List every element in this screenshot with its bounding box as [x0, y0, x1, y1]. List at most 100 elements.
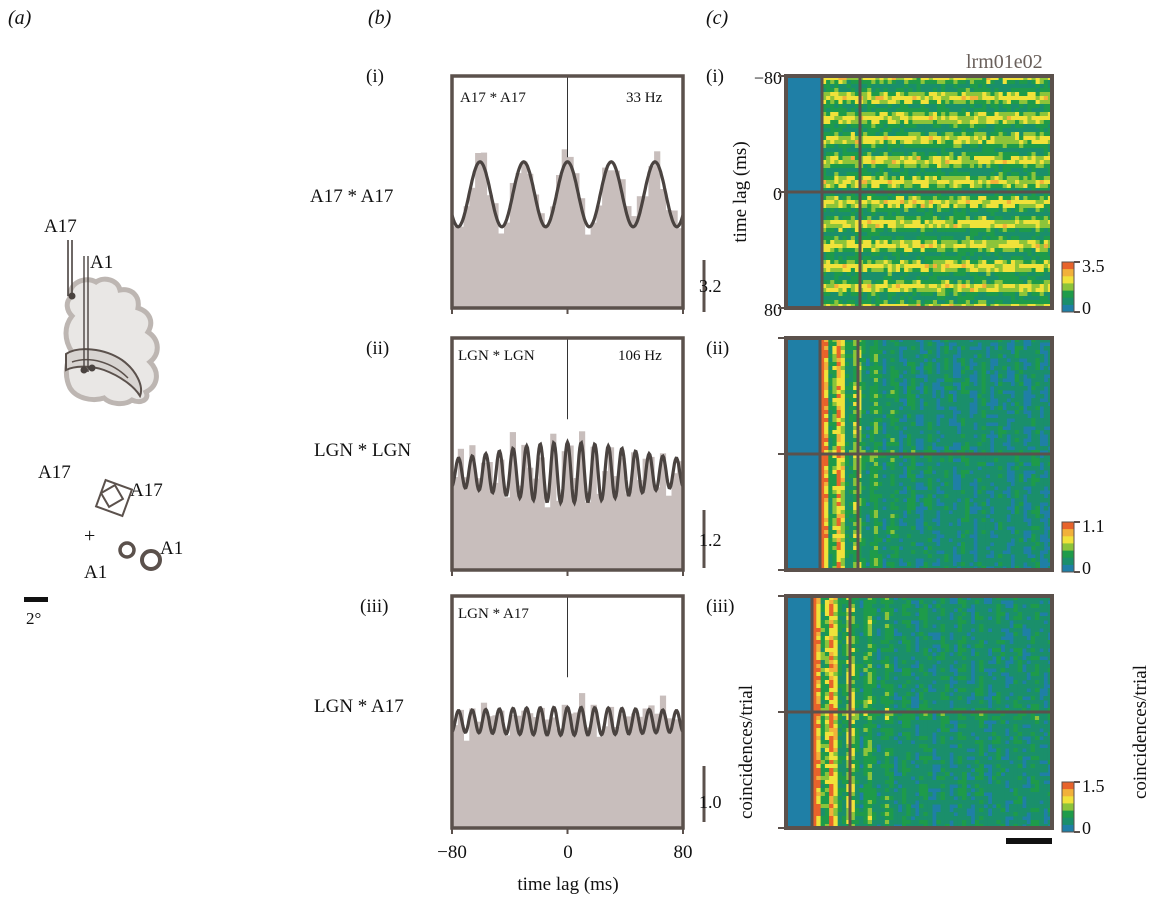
heatmap-cell	[931, 370, 937, 375]
heatmap-cell	[1031, 172, 1037, 177]
heatmap-cell	[1035, 462, 1040, 467]
heatmap-cell	[867, 280, 872, 285]
heatmap-cell	[920, 288, 926, 293]
heatmap-cell	[931, 466, 937, 471]
heatmap-cell	[965, 430, 970, 435]
heatmap-cell	[846, 124, 852, 129]
heatmap-cell	[1031, 176, 1037, 181]
heatmap-cell	[1010, 300, 1016, 305]
heatmap-cell	[844, 390, 850, 395]
heatmap-cell	[1043, 96, 1049, 101]
heatmap-cell	[850, 124, 856, 129]
histogram-bar	[602, 167, 609, 308]
histogram-bar	[625, 206, 632, 308]
heatmap-cell	[879, 256, 885, 261]
heatmap-cell	[854, 172, 860, 177]
heatmap-cell	[838, 288, 843, 293]
heatmap-cell	[890, 434, 895, 439]
heatmap-cell	[994, 354, 999, 359]
heatmap-cell	[871, 80, 876, 85]
heatmap-cell	[912, 108, 917, 113]
heatmap-cell	[834, 256, 839, 261]
heatmap-cell	[887, 188, 893, 193]
heatmap-cell	[842, 200, 848, 205]
heatmap-cell	[961, 168, 967, 173]
heatmap-cell	[920, 148, 926, 153]
heatmap-cell	[822, 204, 827, 209]
histogram-bar	[556, 728, 563, 828]
heatmap-cell	[838, 164, 843, 169]
heatmap-cell	[834, 100, 839, 105]
heatmap-cell	[842, 80, 848, 85]
heatmap-cell	[902, 338, 908, 343]
heatmap-cell	[1006, 132, 1012, 137]
heatmap-cell	[878, 442, 883, 447]
heatmap-cell	[840, 386, 846, 391]
heatmap-cell	[978, 208, 983, 213]
heatmap-cell	[900, 148, 905, 153]
heatmap-cell	[891, 220, 897, 225]
heatmap-cell	[957, 160, 963, 165]
heatmap-cell	[863, 284, 868, 289]
heatmap-cell	[853, 450, 858, 455]
heatmap-cell	[894, 462, 900, 467]
heatmap-cell	[863, 260, 868, 265]
heatmap-cell	[826, 176, 831, 181]
pair-label-ii: LGN * LGN	[314, 440, 411, 461]
heatmap-cell	[1023, 132, 1028, 137]
heatmap-cell	[1031, 276, 1037, 281]
heatmap-cell	[900, 292, 905, 297]
heatmap-cell	[887, 288, 893, 293]
heatmap-cell	[932, 116, 938, 121]
heatmap-cell	[927, 462, 933, 467]
heatmap-cell	[916, 184, 922, 189]
heatmap-cell	[937, 244, 942, 249]
heatmap-cell	[937, 180, 942, 185]
heatmap-cell	[927, 454, 933, 459]
heatmap-cell	[867, 252, 872, 257]
heatmap-cell	[1002, 232, 1008, 237]
heatmap-cell	[990, 132, 995, 137]
heatmap-cell	[1010, 398, 1016, 403]
heatmap-cell	[834, 236, 839, 241]
heatmap-cell	[944, 382, 949, 387]
histogram-bar	[659, 189, 667, 308]
heatmap-cell	[846, 128, 852, 133]
heatmap-cell	[882, 398, 887, 403]
heatmap-cell	[895, 172, 901, 177]
heatmap-cell	[904, 84, 909, 89]
heatmap-cell	[986, 76, 991, 81]
heatmap-cell	[1043, 406, 1049, 411]
heatmap-cell	[949, 224, 954, 229]
heatmap-cell	[941, 160, 946, 165]
heatmap-cell	[834, 248, 839, 253]
heatmap-cell	[1002, 112, 1008, 117]
heatmap-cell	[853, 438, 858, 443]
heatmap-cell	[924, 196, 930, 201]
heatmap-cell	[1010, 172, 1016, 177]
heatmap-cell	[840, 450, 846, 455]
heatmap-cell	[990, 232, 995, 237]
heatmap-cell	[875, 100, 880, 105]
heatmap-cell	[834, 168, 839, 173]
heatmap-cell	[867, 296, 872, 301]
heatmap-cell	[904, 196, 909, 201]
heatmap-cell	[1015, 128, 1020, 133]
heatmap-cell	[957, 188, 963, 193]
heatmap-cell	[912, 124, 917, 129]
heatmap-cell	[940, 350, 945, 355]
heatmap-cell	[928, 216, 934, 221]
heatmap-cell	[1031, 124, 1037, 129]
heatmap-cell	[834, 180, 839, 185]
heatmap-cell	[861, 358, 866, 363]
heatmap-cell	[898, 394, 904, 399]
heatmap-cell	[994, 394, 999, 399]
heatmap-cell	[1031, 228, 1037, 233]
heatmap-cell	[912, 136, 917, 141]
heatmap-cell	[957, 108, 963, 113]
heatmap-cell	[857, 386, 862, 391]
heatmap-cell	[900, 300, 905, 305]
heatmap-cell	[981, 370, 987, 375]
heatmap-cell	[957, 180, 963, 185]
heatmap-cell	[854, 96, 860, 101]
